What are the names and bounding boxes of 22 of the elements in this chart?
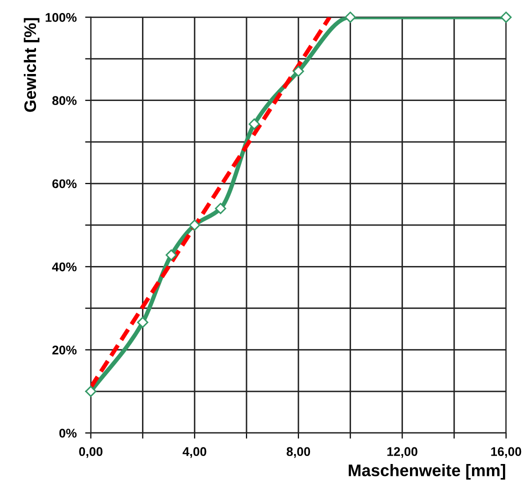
x-axis-title: Maschenweite [mm] [348, 464, 506, 480]
x-tick-label: 8,00 [286, 447, 310, 458]
y-tick-label: 80% [52, 96, 77, 106]
y-axis-title: Gewicht [%] [24, 18, 40, 112]
point [189, 219, 200, 231]
point [137, 316, 148, 328]
y-tick-label: 100% [46, 13, 77, 22]
point [248, 118, 260, 130]
y-tick-label: 40% [52, 262, 77, 272]
x-tick-label: 12,00 [387, 447, 418, 458]
point [344, 12, 356, 23]
point [166, 249, 177, 261]
point [85, 386, 96, 397]
x-tick-label: 0,00 [79, 447, 102, 458]
x-tick-label: 4,00 [182, 447, 206, 458]
point [500, 12, 512, 23]
point [292, 66, 304, 77]
point [214, 202, 226, 214]
y-tick-label: 20% [52, 346, 77, 354]
y-tick-label: 0% [59, 428, 77, 438]
x-tick-label: 16,00 [491, 447, 522, 458]
y-tick-label: 60% [52, 179, 77, 188]
